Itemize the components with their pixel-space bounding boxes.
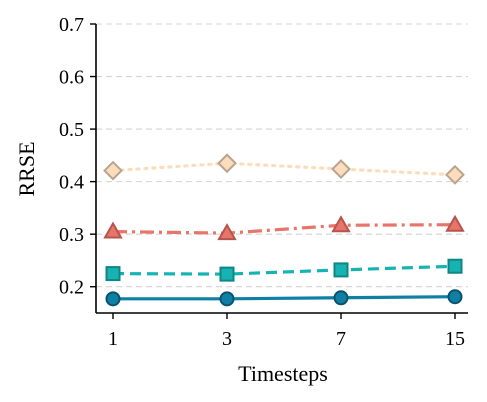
data-point-circle xyxy=(105,291,121,307)
data-point-circle xyxy=(333,290,349,306)
data-point-triangle xyxy=(103,221,123,239)
x-tick-label: 15 xyxy=(445,328,465,350)
series-line xyxy=(112,264,456,276)
x-axis-title: Timesteps xyxy=(238,361,328,386)
y-tick-label: 0.7 xyxy=(59,14,84,36)
data-point-circle xyxy=(219,291,235,307)
series-group xyxy=(103,153,465,185)
data-point-triangle xyxy=(217,223,237,241)
y-axis-title: RRSE xyxy=(14,141,39,196)
data-point-square xyxy=(219,266,235,282)
series-layer xyxy=(103,153,465,307)
series-group xyxy=(105,289,463,307)
ticks-layer: 0.2 0.3 0.4 0.5 0.6 0.7 1 3 7 15 xyxy=(59,14,465,350)
x-tick-label: 7 xyxy=(336,328,346,350)
axes-layer xyxy=(95,24,468,314)
data-point-diamond xyxy=(217,153,237,174)
data-point-circle xyxy=(447,289,463,305)
y-tick-label: 0.6 xyxy=(59,67,84,89)
series-group xyxy=(105,258,463,282)
data-point-triangle xyxy=(331,215,351,233)
data-point-triangle xyxy=(445,214,465,232)
data-point-diamond xyxy=(445,164,465,185)
data-point-diamond xyxy=(103,160,123,181)
data-point-square xyxy=(105,266,121,282)
x-tick-label: 1 xyxy=(108,328,118,350)
series-group xyxy=(103,214,465,241)
y-tick-label: 0.2 xyxy=(59,277,84,299)
grid-layer xyxy=(96,23,468,288)
series-line xyxy=(112,223,456,235)
series-line xyxy=(113,295,456,301)
data-point-square xyxy=(447,258,463,274)
y-tick-label: 0.3 xyxy=(59,224,84,246)
x-tick-label: 3 xyxy=(222,328,232,350)
data-point-diamond xyxy=(331,159,351,179)
y-tick-label: 0.5 xyxy=(59,119,84,141)
series-line xyxy=(111,161,457,177)
data-point-square xyxy=(333,262,349,278)
y-tick-label: 0.4 xyxy=(59,172,84,194)
